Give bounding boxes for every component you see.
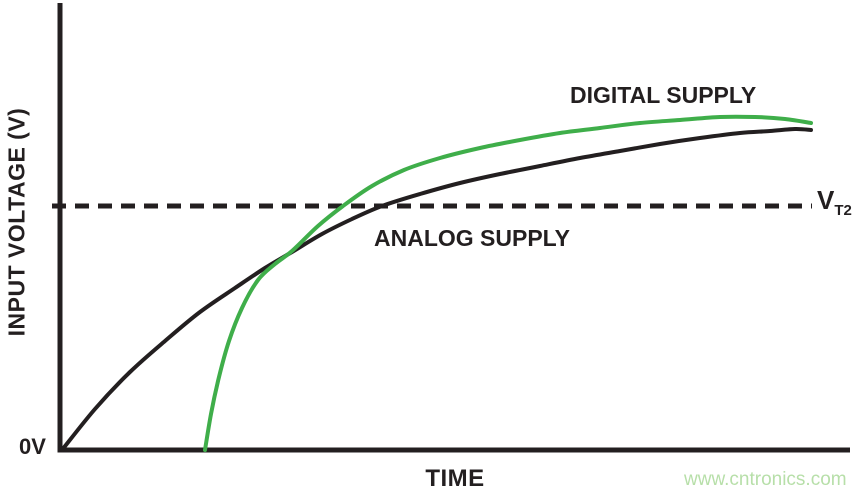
analog-supply-curve	[60, 126, 813, 452]
vt2-subscript: T2	[834, 202, 852, 219]
vt2-main: V	[817, 185, 835, 215]
watermark-text: www.cntronics.com	[684, 469, 847, 490]
digital-supply-label: DIGITAL SUPPLY	[570, 82, 757, 108]
y-axis-title: INPUT VOLTAGE (V)	[3, 107, 30, 337]
threshold-vt2-label: VT2	[817, 187, 852, 218]
x-axis-title: TIME	[425, 465, 485, 492]
digital-supply-curve	[203, 114, 813, 452]
origin-zero-label: 0V	[19, 434, 46, 459]
analog-supply-label: ANALOG SUPPLY	[374, 225, 570, 251]
